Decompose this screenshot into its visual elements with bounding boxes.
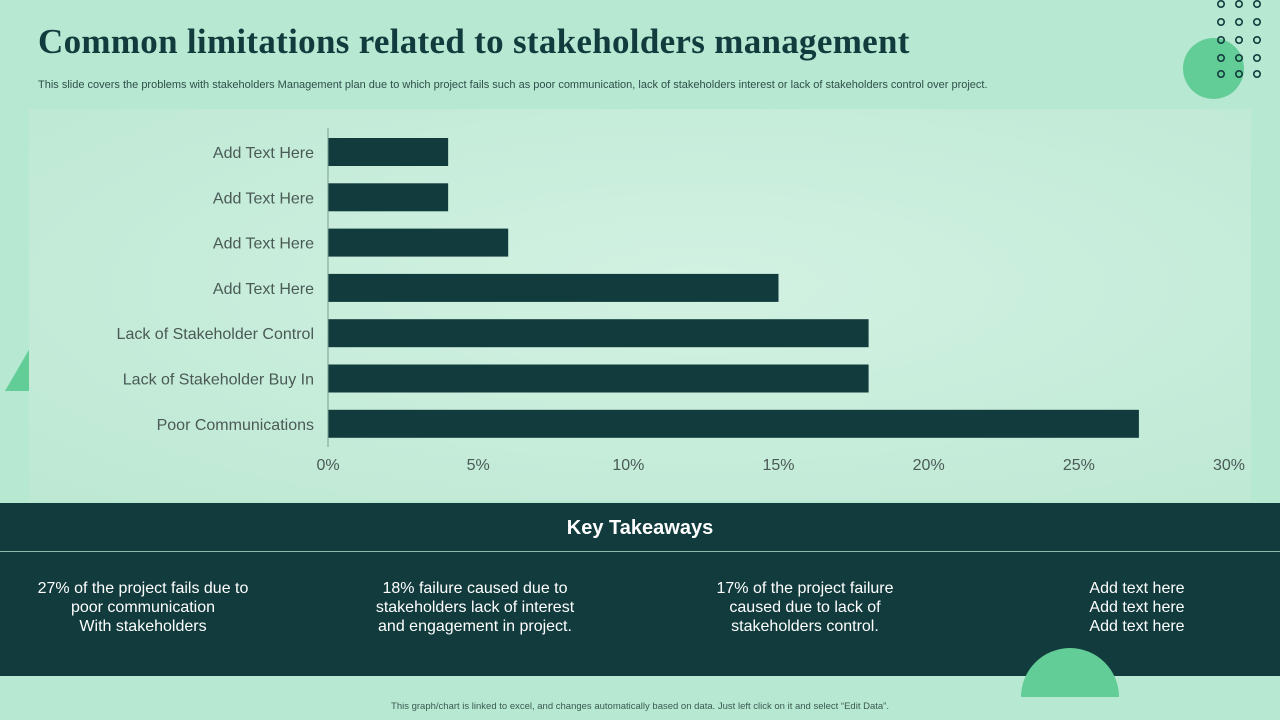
takeaway-item: Add text here Add text here Add text her… (1089, 580, 1185, 635)
x-tick-label: 5% (467, 457, 490, 474)
takeaway-item: 18% failure caused due to stakeholders l… (375, 580, 575, 635)
chart-panel: Add Text Here Add Text Here Add Text Here A… (29, 109, 1251, 501)
decorative-dot-grid (1216, 0, 1261, 79)
divider (0, 551, 1280, 552)
footer-note: This graph/chart is linked to excel, and… (391, 701, 889, 712)
slide-title: Common limitations related to stakeholde… (38, 22, 910, 61)
bar (328, 273, 779, 302)
x-tick-label: 10% (612, 457, 644, 474)
x-tick-label: 15% (762, 457, 794, 474)
category-label: Add Text Here (213, 281, 314, 298)
x-tick-label: 25% (1063, 457, 1095, 474)
key-takeaways-panel: Key Takeaways 27% of the project fails d… (0, 503, 1280, 676)
x-tick-label: 30% (1213, 457, 1245, 474)
bar (328, 364, 869, 393)
category-label: Add Text Here (213, 236, 314, 253)
bar-chart: Add Text Here Add Text Here Add Text Here A… (117, 128, 1245, 474)
bar (328, 228, 509, 257)
bar (328, 319, 869, 348)
bar (328, 138, 449, 166)
category-label: Poor Communications (157, 417, 314, 434)
category-label: Lack of Stakeholder Control (117, 326, 314, 343)
category-label: Add Text Here (213, 190, 314, 207)
slide-subtitle: This slide covers the problems with stak… (38, 79, 988, 91)
bar (328, 183, 449, 212)
takeaway-item: 17% of the project failure caused due to… (716, 580, 894, 635)
bar (328, 409, 1139, 438)
takeaway-item: 27% of the project fails due to poor com… (37, 580, 249, 635)
x-tick-label: 0% (316, 457, 339, 474)
key-takeaways-title: Key Takeaways (566, 517, 714, 539)
category-label: Lack of Stakeholder Buy In (123, 372, 314, 389)
decorative-circle (1183, 38, 1244, 99)
x-tick-label: 20% (913, 457, 945, 474)
category-label: Add Text Here (213, 145, 314, 162)
